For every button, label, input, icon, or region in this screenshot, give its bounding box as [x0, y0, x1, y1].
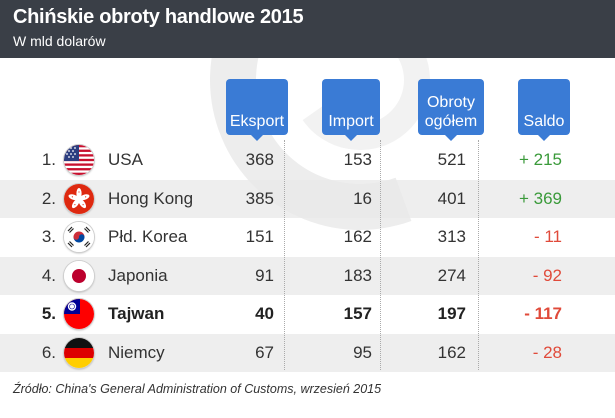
total-value: 197: [437, 304, 466, 323]
export-value: 40: [255, 304, 274, 323]
total-value: 521: [437, 150, 466, 169]
country-name: Tajwan: [108, 304, 165, 323]
export-value: 67: [255, 342, 274, 362]
balance-value: - 28: [532, 342, 562, 362]
usa-flag-icon: [64, 145, 94, 175]
rank-number: 3.: [41, 227, 56, 246]
column-header-obroty-label: Obroty ogółem: [424, 94, 478, 130]
column-header-obroty: Obroty ogółem: [418, 79, 484, 141]
import-value: 95: [353, 342, 372, 362]
column-divider: [284, 140, 285, 370]
balance-value: + 215: [518, 150, 562, 169]
table-row: 2. Hong Kong 385 16 401 + 369: [0, 179, 615, 218]
export-value: 91: [255, 265, 274, 285]
country-name: Japonia: [108, 265, 168, 285]
total-value: 401: [437, 188, 466, 208]
table-row: 3. Płd. Korea 151 162 313 - 11: [0, 218, 615, 256]
import-value: 162: [343, 227, 372, 246]
header-bar: Chińskie obroty handlowe 2015 W mld dola…: [0, 0, 615, 58]
south-korea-flag-icon: [64, 222, 94, 252]
import-value: 16: [353, 188, 372, 208]
japan-flag-icon: [64, 260, 94, 291]
rank-number: 6.: [41, 342, 56, 362]
export-value: 385: [245, 188, 274, 208]
country-name: Płd. Korea: [108, 227, 188, 246]
import-value: 153: [343, 150, 372, 169]
germany-flag-icon: [64, 337, 94, 368]
import-value: 183: [343, 265, 372, 285]
column-divider: [478, 140, 479, 370]
taiwan-flag-icon: [64, 299, 94, 329]
chart-title: Chińskie obroty handlowe 2015: [13, 6, 304, 28]
total-value: 274: [437, 265, 466, 285]
total-value: 313: [437, 227, 466, 246]
column-header-import: Import: [322, 79, 380, 141]
table-row: 6. Niemcy 67 95 162 - 28: [0, 333, 615, 372]
rank-number: 5.: [41, 304, 56, 323]
total-value: 162: [437, 342, 466, 362]
import-value: 157: [343, 304, 372, 323]
country-name: Niemcy: [108, 342, 165, 362]
export-value: 368: [245, 150, 274, 169]
balance-value: + 369: [518, 188, 562, 208]
column-header-saldo: Saldo: [518, 79, 570, 141]
rank-number: 1.: [41, 150, 56, 169]
chart-subtitle: W mld dolarów: [13, 33, 106, 49]
country-name: USA: [108, 150, 143, 169]
rank-number: 4.: [41, 265, 56, 285]
column-header-eksport: Eksport: [226, 79, 288, 141]
table-row: 5. Tajwan 40 157 197 - 117: [0, 295, 615, 333]
balance-value: - 92: [532, 265, 562, 285]
country-name: Hong Kong: [108, 188, 194, 208]
balance-value: - 117: [524, 304, 562, 323]
balance-value: - 11: [533, 227, 562, 246]
export-value: 151: [245, 227, 274, 246]
hong-kong-flag-icon: [64, 183, 94, 214]
table-row: 1. USA 368 153 521 + 215: [0, 141, 615, 179]
table-row: 4. Japonia 91 183 274 - 92: [0, 256, 615, 295]
source-note: Źródło: China's General Administration o…: [13, 382, 382, 396]
column-divider: [380, 140, 381, 370]
rank-number: 2.: [41, 188, 56, 208]
